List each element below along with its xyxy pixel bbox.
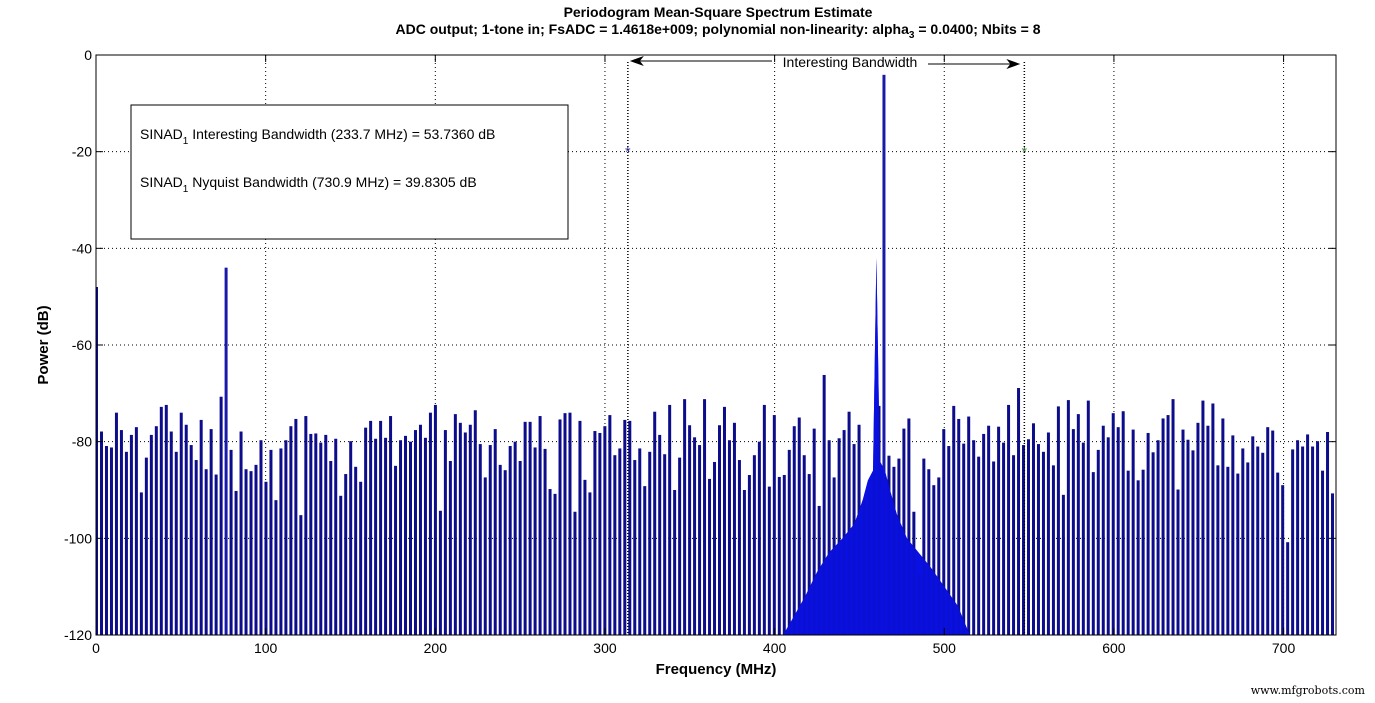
- y-tick-label: -40: [72, 240, 92, 256]
- y-tick-label: -20: [72, 144, 92, 160]
- watermark: www.mfgrobots.com: [1250, 684, 1365, 697]
- y-tick-label: -80: [72, 434, 92, 450]
- interesting-bandwidth-label: Interesting Bandwidth: [783, 54, 918, 70]
- bw-end-marker: *: [1022, 144, 1028, 160]
- sinad-textbox: SINAD1 Interesting Bandwidth (233.7 MHz)…: [130, 104, 569, 240]
- sinad-interesting-text: SINAD1 Interesting Bandwidth (233.7 MHz)…: [140, 126, 495, 147]
- axis-ticks: 0 100 200 300 400 500 600 700 0 -20 -40 -60 -80 -100 -…: [64, 47, 1336, 656]
- bandwidth-annotation: Interesting Bandwidth * *: [625, 54, 1028, 635]
- x-tick-label: 100: [254, 640, 278, 656]
- y-tick-label: -60: [72, 337, 92, 353]
- x-tick-label: 300: [593, 640, 617, 656]
- x-axis-label: Frequency (MHz): [656, 661, 777, 678]
- x-tick-label: 200: [424, 640, 448, 656]
- x-tick-label: 700: [1272, 640, 1296, 656]
- y-axis-label: Power (dB): [35, 305, 52, 384]
- x-tick-label: 400: [763, 640, 787, 656]
- x-tick-label: 500: [933, 640, 957, 656]
- chart-subtitle: ADC output; 1-tone in; FsADC = 1.4618e+0…: [395, 21, 1040, 41]
- y-tick-label: 0: [84, 47, 92, 63]
- sinad-nyquist-text: SINAD1 Nyquist Bandwidth (730.9 MHz) = 3…: [140, 174, 477, 195]
- bw-start-marker: *: [625, 144, 631, 160]
- y-tick-label: -100: [64, 530, 92, 546]
- x-tick-label: 600: [1102, 640, 1126, 656]
- spectrum-bars: [96, 74, 1335, 636]
- chart-title: Periodogram Mean-Square Spectrum Estimat…: [564, 4, 873, 20]
- x-tick-label: 0: [92, 640, 100, 656]
- y-tick-label: -120: [64, 627, 92, 643]
